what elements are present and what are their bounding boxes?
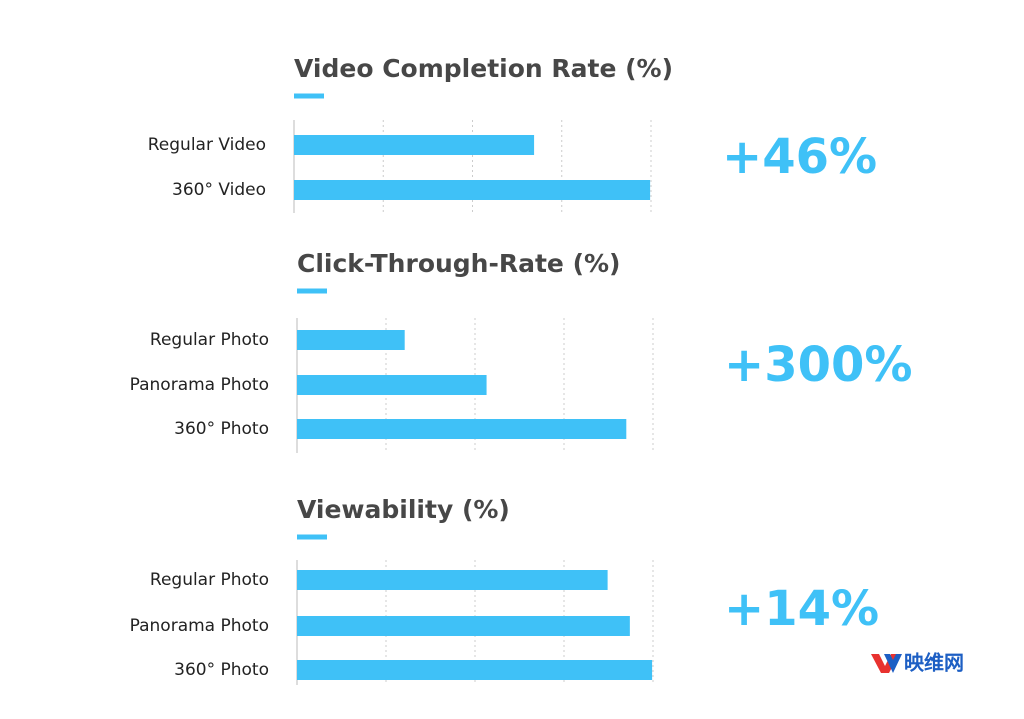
title-accent: [297, 534, 327, 540]
logo-icon: [884, 654, 902, 673]
annotation: +46%: [722, 129, 877, 185]
bar: [297, 419, 627, 439]
bar: [297, 570, 608, 590]
bar: [294, 135, 535, 155]
bar: [294, 180, 651, 200]
category-label: 360° Photo: [174, 660, 269, 680]
bar: [297, 660, 653, 680]
chart-title: Video Completion Rate (%): [294, 54, 673, 83]
annotation: +14%: [724, 581, 879, 637]
category-label: Regular Video: [148, 135, 266, 155]
category-label: Panorama Photo: [130, 375, 269, 395]
category-label: Panorama Photo: [130, 616, 269, 636]
bar: [297, 330, 405, 350]
annotation: +300%: [724, 337, 913, 393]
bar: [297, 375, 487, 395]
category-label: 360° Photo: [174, 419, 269, 439]
title-accent: [297, 288, 327, 294]
watermark: 映维网: [904, 651, 964, 675]
category-label: Regular Photo: [150, 330, 269, 350]
logo: 映维网: [871, 651, 964, 675]
title-accent: [294, 93, 324, 99]
category-label: 360° Video: [172, 180, 266, 200]
category-label: Regular Photo: [150, 570, 269, 590]
chart-title: Click-Through-Rate (%): [297, 249, 621, 278]
chart-title: Viewability (%): [297, 495, 510, 524]
bar: [297, 616, 630, 636]
